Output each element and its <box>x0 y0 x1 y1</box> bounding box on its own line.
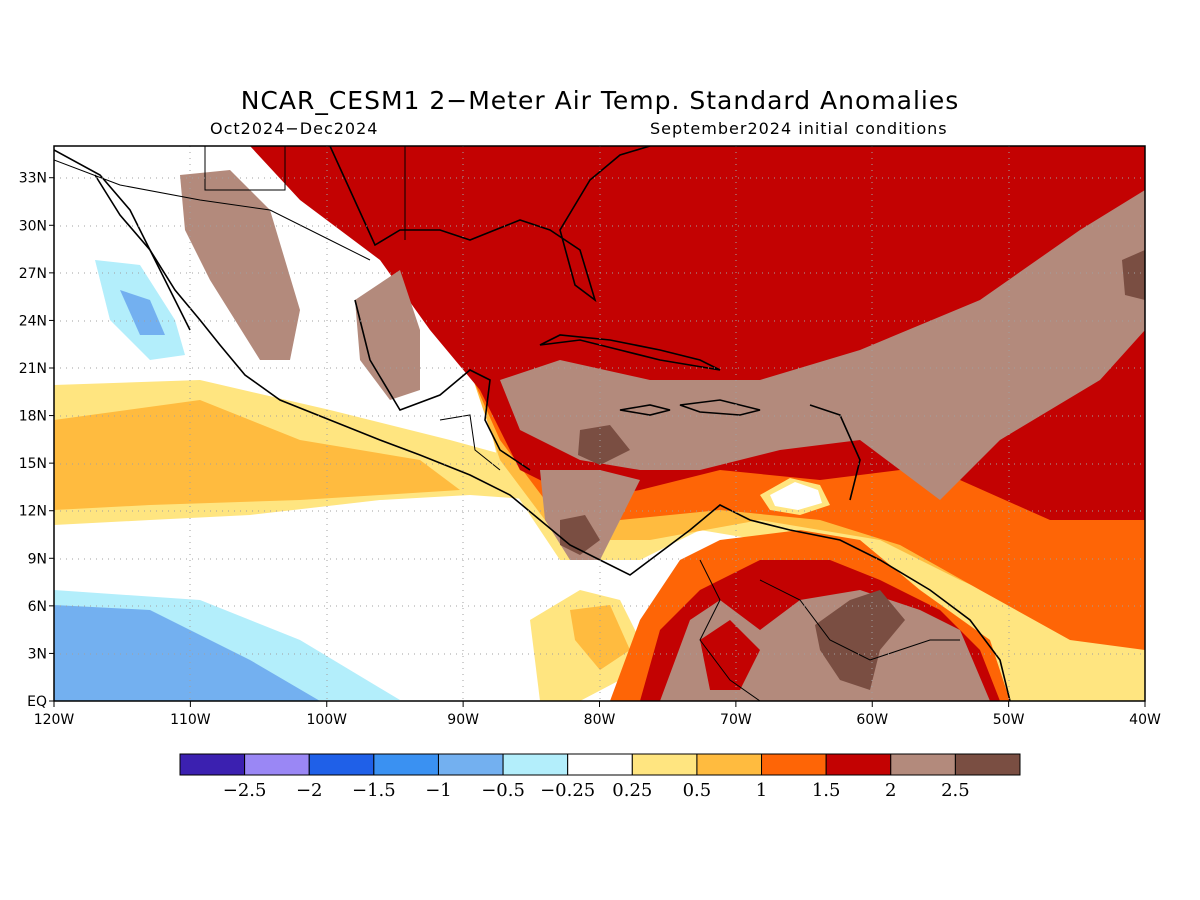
colorbar-swatch <box>631 753 698 776</box>
colorbar: −2.5 −2 −1.5 −1 −0.5 −0.25 0.25 0.5 1 1.5 2 2.5 <box>179 753 1021 801</box>
x-tick-label: 90W <box>447 712 479 728</box>
y-tick-label: 18N <box>19 409 47 425</box>
x-tick-labels: 120W 110W 100W 90W 80W 70W 60W 50W 40W <box>34 701 1161 728</box>
colorbar-swatch <box>890 753 956 776</box>
y-tick-label: EQ <box>27 694 47 710</box>
y-tick-label: 21N <box>19 361 47 377</box>
initial-conditions: September2024 initial conditions <box>650 119 948 138</box>
colorbar-label: 2.5 <box>941 780 970 801</box>
map-title: NCAR_CESM1 2−Meter Air Temp. Standard An… <box>240 86 960 115</box>
y-tick-label: 9N <box>28 551 47 567</box>
colorbar-swatch <box>761 753 827 776</box>
y-tick-label: 27N <box>19 266 47 282</box>
x-tick-label: 120W <box>34 712 75 728</box>
x-tick-label: 100W <box>306 712 347 728</box>
colorbar-label: −0.5 <box>481 780 525 801</box>
colorbar-label: 2 <box>885 780 896 801</box>
colorbar-swatch <box>179 753 246 776</box>
x-tick-label: 70W <box>720 712 752 728</box>
y-tick-label: 6N <box>28 599 47 615</box>
y-tick-label: 12N <box>19 504 47 520</box>
colorbar-swatch <box>437 753 504 776</box>
colorbar-swatch <box>954 753 1021 776</box>
y-tick-label: 3N <box>28 646 47 662</box>
forecast-period: Oct2024−Dec2024 <box>210 119 379 138</box>
y-tick-label: 30N <box>19 218 47 234</box>
colorbar-swatch <box>502 753 569 776</box>
y-tick-label: 15N <box>19 456 47 472</box>
colorbar-swatch <box>244 753 310 776</box>
colorbar-label: 1 <box>756 780 767 801</box>
colorbar-swatch <box>696 753 763 776</box>
colorbar-swatch <box>373 753 439 776</box>
y-tick-label: 33N <box>19 171 47 187</box>
x-tick-label: 60W <box>856 712 888 728</box>
colorbar-swatch <box>825 753 892 776</box>
x-tick-label: 40W <box>1129 712 1161 728</box>
borders <box>54 146 960 701</box>
colorbar-swatch <box>308 753 375 776</box>
y-tick-labels: EQ 3N 6N 9N 12N 15N 18N 21N 24N 27N 30N 33N <box>19 171 54 710</box>
colorbar-label: 0.5 <box>683 780 712 801</box>
colorbar-label: −0.25 <box>540 780 595 801</box>
colorbar-label: −2 <box>296 780 323 801</box>
colorbar-swatch <box>567 753 633 776</box>
map-grid <box>54 146 1145 701</box>
colorbar-label: 1.5 <box>812 780 841 801</box>
anomaly-field <box>54 146 1145 701</box>
y-tick-label: 24N <box>19 313 47 329</box>
x-tick-label: 80W <box>584 712 616 728</box>
colorbar-label: 0.25 <box>612 780 652 801</box>
x-tick-label: 50W <box>993 712 1025 728</box>
colorbar-label: −1.5 <box>352 780 396 801</box>
colorbar-label: −1 <box>425 780 452 801</box>
colorbar-label: −2.5 <box>223 780 267 801</box>
x-tick-label: 110W <box>170 712 211 728</box>
